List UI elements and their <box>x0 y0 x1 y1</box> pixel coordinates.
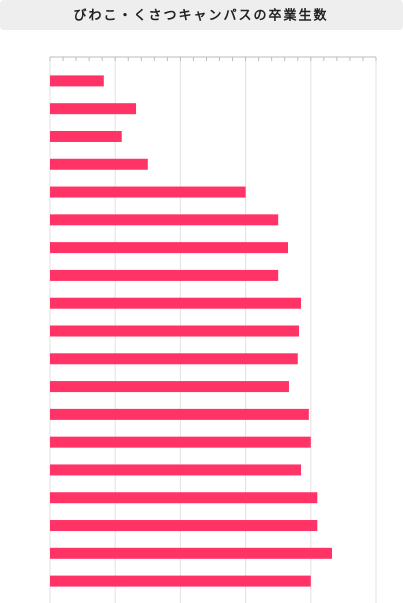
bar <box>50 297 302 309</box>
bar <box>50 353 298 365</box>
bar <box>50 75 104 87</box>
bar <box>50 325 300 337</box>
bar <box>50 130 122 142</box>
bar <box>50 492 318 504</box>
bar <box>50 436 311 448</box>
bar <box>50 381 289 393</box>
title-background <box>0 0 403 30</box>
bar <box>50 408 309 420</box>
bar <box>50 158 148 170</box>
bar <box>50 214 279 226</box>
bar <box>50 186 246 198</box>
bar <box>50 575 311 587</box>
bar <box>50 547 332 559</box>
bar <box>50 242 288 254</box>
bar <box>50 103 137 115</box>
bar <box>50 520 318 532</box>
bar <box>50 464 302 476</box>
chart-title: びわこ・くさつキャンパスの卒業生数 <box>73 8 328 24</box>
bar <box>50 269 279 281</box>
